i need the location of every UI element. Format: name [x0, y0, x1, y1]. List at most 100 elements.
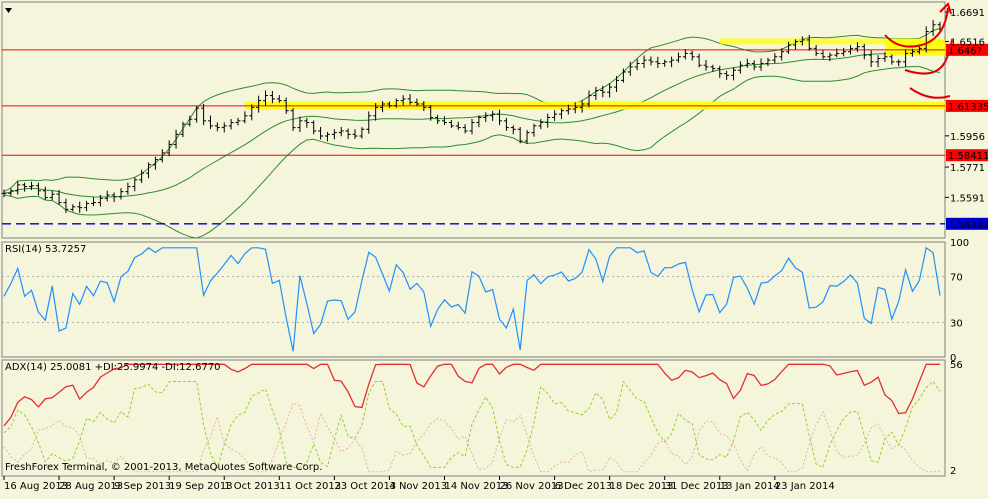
price-candle: [565, 104, 571, 115]
rsi-y-tick-label: 30: [950, 319, 963, 330]
price-candle: [586, 90, 592, 108]
rsi-y-tick-label: 0: [950, 353, 956, 364]
price-candle: [400, 95, 406, 106]
price-candle: [345, 128, 351, 140]
price-candle: [180, 121, 186, 138]
price-candle: [318, 126, 324, 140]
price-candle: [854, 42, 860, 53]
x-tick-label: 28 Aug 2013: [59, 481, 123, 492]
price-candle: [607, 83, 613, 98]
price-candle: [799, 36, 805, 46]
price-candle: [63, 198, 69, 214]
price-candle: [896, 59, 902, 67]
price-candle: [524, 129, 530, 145]
price-candle: [703, 59, 709, 71]
price-candle: [476, 115, 482, 128]
price-candle: [104, 190, 110, 202]
price-candle: [806, 34, 812, 51]
price-candle: [324, 132, 330, 142]
price-candle: [765, 57, 771, 67]
bollinger-upper-line: [3, 27, 941, 193]
price-candle: [90, 197, 96, 207]
price-candle: [269, 91, 275, 104]
price-candle: [868, 50, 874, 68]
price-candle: [579, 100, 585, 113]
price-candle: [8, 188, 14, 197]
price-level-box: [946, 43, 988, 56]
x-tick-label: 4 Nov 2013: [389, 481, 447, 492]
dropdown-triangle-icon: [5, 8, 12, 13]
price-candle: [469, 118, 475, 135]
price-candle: [792, 39, 798, 50]
price-candle: [56, 189, 62, 206]
price-candle: [42, 186, 48, 200]
price-candle: [338, 126, 344, 137]
price-candle: [15, 181, 21, 195]
price-candle: [682, 49, 688, 60]
price-candle: [600, 85, 606, 98]
price-level-label: 1.54342: [948, 220, 988, 231]
price-candle: [366, 111, 372, 134]
x-tick-label: 1 Oct 2013: [224, 481, 279, 492]
price-candle: [503, 117, 509, 131]
price-candle: [675, 52, 681, 63]
x-tick-label: 23 Oct 2013: [334, 481, 396, 492]
price-candle: [669, 56, 675, 68]
price-candle: [22, 182, 28, 192]
price-candle: [930, 20, 936, 36]
price-candle: [909, 48, 915, 57]
price-candle: [118, 188, 124, 200]
adx-title: ADX(14) 25.0081 +DI:25.9974 -DI:12.6770: [5, 362, 221, 373]
price-candle: [648, 56, 654, 66]
price-candle: [916, 45, 922, 55]
price-candle: [207, 115, 213, 130]
adx-panel-frame: [1, 359, 946, 477]
x-tick-label: 6 Dec 2013: [555, 481, 613, 492]
price-candle: [393, 98, 399, 108]
price-candle: [352, 129, 358, 139]
price-candle: [483, 112, 489, 122]
price-candle: [146, 162, 152, 179]
price-candle: [228, 118, 234, 130]
price-y-tick-label: 1.6691: [950, 8, 985, 19]
price-candle: [380, 101, 386, 113]
price-candle: [751, 60, 757, 71]
price-candle: [386, 101, 392, 108]
price-candle: [882, 52, 888, 62]
price-candle: [441, 116, 447, 126]
price-candle: [84, 201, 90, 212]
annotation-arrowhead: [939, 2, 952, 15]
price-level-box: [946, 99, 988, 112]
price-candle: [77, 201, 83, 213]
price-candle: [462, 124, 468, 134]
price-candle: [903, 49, 909, 68]
price-candle: [737, 61, 743, 74]
price-candle: [710, 64, 716, 72]
price-candle: [428, 105, 434, 121]
price-candle: [827, 52, 833, 62]
price-candle: [724, 70, 730, 80]
price-candle: [152, 156, 158, 170]
x-tick-label: 9 Sep 2013: [114, 481, 171, 492]
price-candle: [35, 182, 41, 196]
price-candle: [614, 76, 620, 92]
price-panel-frame: [1, 1, 946, 239]
price-candle: [717, 65, 723, 78]
price-candle: [414, 98, 420, 107]
price-candle: [166, 140, 172, 157]
price-candle: [263, 90, 269, 106]
price-candle: [173, 129, 179, 149]
price-candle: [421, 101, 427, 112]
price-candle: [290, 107, 296, 131]
x-tick-label: 19 Sep 2013: [169, 481, 232, 492]
price-candle: [125, 182, 131, 195]
price-y-tick-label: 1.5591: [950, 193, 985, 204]
price-candle: [538, 119, 544, 130]
highlight-zone-range: [719, 38, 941, 45]
price-candle: [655, 56, 661, 68]
price-candle: [304, 117, 310, 128]
price-candle: [407, 94, 413, 105]
price-candle: [662, 59, 668, 67]
